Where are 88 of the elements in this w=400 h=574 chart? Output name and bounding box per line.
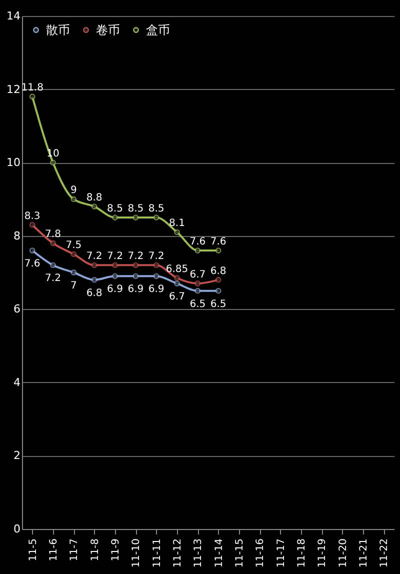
data-label: 7.2: [128, 251, 144, 262]
y-tick-label: 8: [14, 229, 20, 242]
x-tick-label: 11-10: [131, 538, 142, 568]
data-label: 8.5: [128, 204, 144, 215]
y-tick-label: 6: [14, 302, 20, 316]
data-label: 6.5: [210, 298, 226, 310]
data-label: 11.8: [21, 82, 44, 94]
data-label: 8.5: [107, 204, 123, 215]
data-label: 8.1: [169, 218, 185, 230]
data-label: 7.5: [66, 240, 82, 252]
point: [70, 196, 77, 202]
x-tick-label: 11-5: [28, 538, 39, 562]
point: [91, 276, 98, 283]
data-label: 7.6: [24, 258, 40, 270]
x-tick-label: 11-11: [152, 538, 163, 568]
point: [194, 280, 201, 286]
x-tick-label: 11-18: [296, 538, 308, 568]
x-tick-label: 11-9: [110, 538, 122, 562]
point: [194, 248, 201, 254]
point: [132, 262, 139, 268]
point: [112, 273, 118, 280]
point: [29, 248, 36, 254]
point: [70, 251, 77, 258]
x-tick-label: 11-13: [193, 538, 204, 568]
point: [50, 262, 56, 268]
x-tick-label: 11-15: [234, 538, 246, 568]
data-label: 6.9: [148, 284, 164, 296]
y-tick-label: 12: [6, 82, 20, 96]
point: [153, 262, 160, 268]
point: [112, 214, 118, 220]
point: [91, 204, 98, 210]
data-label: 6.7: [190, 269, 206, 280]
data-label: 8.8: [86, 192, 102, 204]
point: [215, 288, 222, 294]
x-tick-label: 11-22: [379, 538, 390, 568]
point: [153, 273, 160, 280]
data-label: 7: [70, 280, 77, 292]
data-label: 7.2: [148, 251, 164, 262]
x-tick-label: 11-7: [69, 538, 80, 562]
data-label: 7.6: [210, 236, 226, 248]
x-tick-label: 11-19: [317, 538, 328, 568]
point: [174, 275, 180, 281]
point: [174, 280, 180, 286]
data-label: 6.9: [107, 284, 123, 296]
data-label: 6.85: [166, 264, 188, 275]
data-label: 7.2: [45, 273, 61, 284]
x-tick-label: 11-12: [172, 538, 184, 568]
x-tick-label: 11-6: [48, 538, 60, 562]
data-label: 6.9: [128, 284, 144, 296]
data-label: 7.2: [107, 251, 123, 262]
y-tick-label: 10: [6, 156, 20, 170]
x-tick-label: 11-20: [338, 538, 349, 568]
point: [215, 248, 222, 254]
legend-label: 盒币: [146, 23, 170, 37]
x-tick-label: 11-14: [214, 538, 225, 568]
data-label: 6.5: [190, 298, 206, 310]
point: [70, 270, 77, 276]
point: [174, 229, 180, 236]
point: [112, 262, 118, 268]
x-tick-label: 11-17: [276, 538, 287, 568]
point: [153, 214, 160, 220]
data-label: 6.7: [169, 291, 185, 302]
point: [50, 240, 56, 246]
legend-label: 散币: [46, 23, 70, 37]
y-tick-label: 4: [14, 376, 20, 389]
legend-label: 卷币: [96, 23, 120, 37]
data-label: 9: [70, 185, 77, 196]
y-tick-label: 14: [6, 10, 20, 22]
data-label: 7.2: [86, 251, 102, 262]
point: [132, 214, 139, 220]
point: [215, 276, 222, 283]
y-tick-label: 2: [14, 449, 20, 462]
x-tick-label: 11-8: [90, 538, 101, 562]
x-tick-label: 11-16: [255, 538, 266, 568]
data-label: 7.6: [190, 236, 206, 248]
y-tick-label: 0: [14, 522, 20, 536]
data-label: 6.8: [86, 288, 102, 299]
point: [132, 273, 139, 280]
data-label: 6.8: [210, 266, 226, 277]
data-label: 8.5: [148, 204, 164, 215]
data-label: 7.8: [45, 229, 61, 240]
point: [29, 222, 36, 228]
x-tick-label: 11-21: [358, 538, 370, 568]
data-label: 8.3: [24, 210, 40, 222]
point: [91, 262, 98, 268]
point: [29, 94, 36, 100]
point: [50, 160, 56, 166]
point: [194, 288, 201, 294]
